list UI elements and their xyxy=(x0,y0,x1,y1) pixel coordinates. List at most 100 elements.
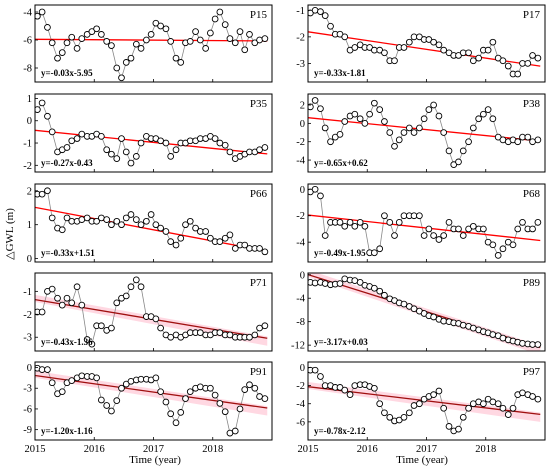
data-point xyxy=(405,38,413,46)
y-tick-label: -2 xyxy=(23,161,32,172)
data-point xyxy=(147,31,155,38)
data-point xyxy=(361,120,369,127)
data-point xyxy=(241,46,249,54)
data-point xyxy=(317,192,324,200)
x-tick-label: 2016 xyxy=(357,444,378,455)
data-point xyxy=(425,106,433,113)
panel-name: P66 xyxy=(250,188,268,200)
y-tick-label: -4 xyxy=(296,294,305,305)
data-point xyxy=(336,280,344,287)
panel-name: P38 xyxy=(523,98,541,110)
data-point xyxy=(162,139,170,147)
data-point xyxy=(317,8,324,15)
data-point xyxy=(489,115,497,123)
regression-equation: y=-0.03x-5.95 xyxy=(41,68,93,78)
data-point xyxy=(172,241,180,249)
data-point xyxy=(167,238,175,246)
data-point xyxy=(93,217,100,225)
data-point xyxy=(371,99,378,107)
panel-p66: 2 1 0 P66 y=-0.33x+1.51 xyxy=(27,183,273,265)
data-point xyxy=(118,74,125,82)
data-point xyxy=(177,234,185,242)
data-point xyxy=(381,118,388,125)
data-point xyxy=(48,39,56,47)
data-point xyxy=(440,129,448,136)
data-point xyxy=(226,148,234,156)
data-point xyxy=(504,62,512,70)
data-point xyxy=(118,135,125,142)
data-point xyxy=(371,284,378,292)
data-point xyxy=(143,36,150,44)
data-point xyxy=(98,132,105,140)
data-point xyxy=(157,22,164,30)
y-tick-label: -1 xyxy=(23,287,32,298)
panel-p35: 1 0 -1 -2 P35 y=-0.27x-0.43 xyxy=(23,93,273,173)
data-point xyxy=(514,225,522,233)
data-point xyxy=(63,214,71,222)
y-tick-label: -6 xyxy=(23,36,32,47)
data-point xyxy=(54,294,61,302)
data-point xyxy=(351,110,359,118)
data-point xyxy=(416,400,423,408)
data-point xyxy=(327,138,334,146)
panel-name: P91 xyxy=(250,366,267,378)
data-point xyxy=(241,386,249,393)
data-point xyxy=(48,214,56,222)
data-point xyxy=(524,133,532,141)
regression-equation: y=-0.33x+1.51 xyxy=(41,248,95,258)
data-point xyxy=(445,218,453,226)
y-tick-label: 0 xyxy=(300,363,305,374)
data-point xyxy=(455,225,462,233)
data-point xyxy=(78,372,86,380)
data-point xyxy=(529,393,536,400)
data-point xyxy=(405,124,413,132)
data-point xyxy=(177,409,185,416)
data-point xyxy=(371,384,378,392)
y-tick-label: -2 xyxy=(296,32,305,43)
panels: -4 -6 -8 P15 y=-0.03x-5.95 -1 -2 -3 P17 y=-0.33x-… xyxy=(23,4,546,455)
data-point xyxy=(317,105,324,113)
data-point xyxy=(103,146,111,154)
data-point xyxy=(420,115,428,123)
data-point xyxy=(459,413,467,421)
data-point xyxy=(251,39,259,47)
data-point xyxy=(54,54,61,62)
data-point xyxy=(256,36,263,44)
data-point xyxy=(132,216,140,223)
data-point xyxy=(327,22,334,30)
data-point xyxy=(113,299,121,307)
data-point xyxy=(113,397,121,405)
data-point xyxy=(386,129,394,136)
data-point xyxy=(430,313,437,321)
panel-p91: 0 -3 -6 -9 2015 2016 2017 2018 P91 y=-1.20x-1.16 xyxy=(23,361,273,455)
data-point xyxy=(534,395,542,403)
data-point xyxy=(108,150,115,158)
y-tick-label: -3 xyxy=(23,333,32,344)
data-point xyxy=(167,153,175,160)
y-tick-label: -2 xyxy=(23,310,32,321)
data-point xyxy=(400,300,408,308)
data-point xyxy=(152,315,160,323)
data-point xyxy=(108,221,115,229)
data-point xyxy=(440,46,448,54)
panel-p38: 2 0 -2 -4 P38 y=-0.65x+0.62 xyxy=(296,93,546,173)
data-point xyxy=(381,49,388,57)
data-point xyxy=(226,35,234,42)
data-point xyxy=(361,222,369,230)
data-point xyxy=(78,35,86,42)
data-point xyxy=(256,245,263,252)
data-point xyxy=(261,144,269,151)
data-point xyxy=(172,54,180,62)
data-point xyxy=(341,33,349,41)
data-point xyxy=(113,64,121,72)
data-point xyxy=(182,221,189,229)
data-point xyxy=(157,388,164,396)
data-point xyxy=(519,218,526,226)
data-point xyxy=(44,112,51,120)
data-point xyxy=(196,383,204,391)
data-point xyxy=(113,155,121,162)
x-tick-label: 2015 xyxy=(298,444,319,455)
regression-equation: y=-0.78x-2.12 xyxy=(314,426,366,436)
data-point xyxy=(519,340,526,347)
data-point xyxy=(103,38,111,45)
